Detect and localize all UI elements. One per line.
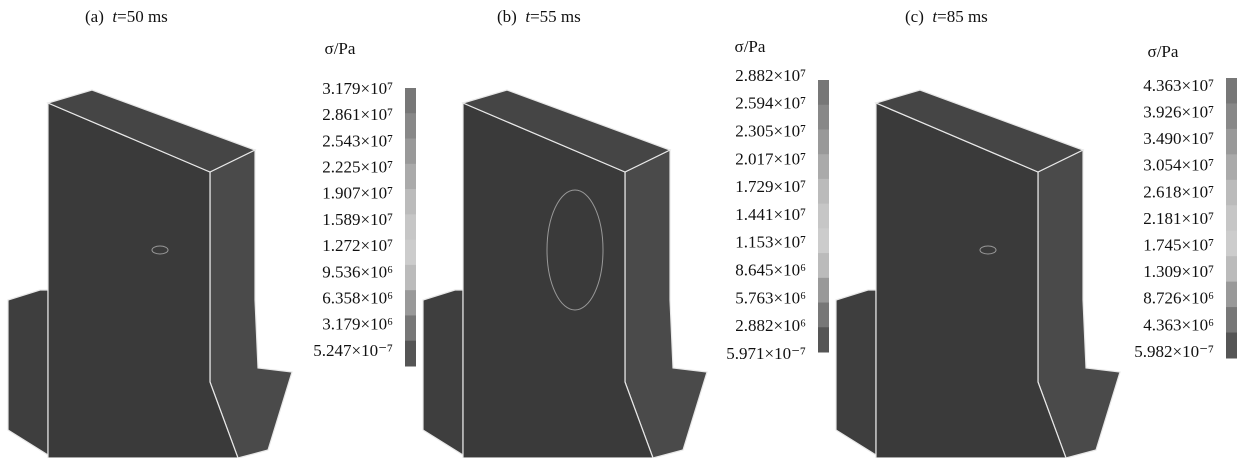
level-label: 4.363×10⁷: [1143, 76, 1214, 95]
level-label: 3.179×10⁶: [322, 315, 393, 334]
colorbar-segment: [405, 189, 416, 215]
colorbar-segment: [818, 327, 829, 353]
colorbar-segment: [1226, 281, 1237, 308]
top-face: [461, 89, 672, 173]
level-label: 4.363×10⁶: [1143, 315, 1214, 334]
panel-caption: (c) t=85 ms: [905, 7, 988, 26]
panel: (a) t=50 ms σ/Pa 3.179×10⁷ 2.861×10⁷ 2.543×1…: [7, 7, 416, 458]
level-label: 1.272×10⁷: [322, 236, 393, 255]
stress-spot: [979, 245, 997, 255]
time-value: =55 ms: [530, 7, 581, 26]
panel-tag: (c): [905, 7, 924, 26]
colorbar-segment: [818, 129, 829, 155]
top-face: [874, 89, 1085, 173]
legend-title: σ/Pa: [735, 37, 766, 56]
side-face: [209, 149, 293, 458]
level-label: 2.882×10⁶: [735, 316, 806, 335]
level-label: 2.594×10⁷: [735, 94, 806, 113]
colorbar-segment: [818, 80, 829, 106]
colorbar-segment: [818, 154, 829, 180]
level-label: 2.181×10⁷: [1143, 209, 1214, 228]
level-label: 1.907×10⁷: [322, 184, 393, 203]
colorbar-segment: [405, 163, 416, 190]
level-label: 2.861×10⁷: [322, 105, 393, 124]
level-label: 5.247×10⁻⁷: [313, 341, 393, 360]
panel: (c) t=85 ms σ/Pa 4.363×10⁷ 3.926×10⁷ 3.490×1…: [835, 7, 1237, 458]
colorbar-segment: [405, 340, 416, 367]
level-label: 1.589×10⁷: [322, 210, 393, 229]
colorbar-segment: [818, 178, 829, 205]
legend-title: σ/Pa: [1148, 42, 1179, 61]
time-value: =50 ms: [117, 7, 168, 26]
top-face: [46, 89, 257, 173]
colorbar-segment: [1226, 230, 1237, 257]
base-slab: [7, 289, 49, 457]
level-label: 1.729×10⁷: [735, 177, 806, 196]
time-value: =85 ms: [937, 7, 988, 26]
time-variable: t: [112, 7, 118, 26]
side-face: [1037, 149, 1121, 458]
colorbar-segment: [818, 104, 829, 130]
colorbar-segment: [1226, 256, 1237, 283]
colorbar-segment: [1226, 179, 1237, 206]
panel: (b) t=55 ms σ/Pa 2.882×10⁷ 2.594×10⁷ 2.305×1…: [422, 7, 829, 458]
level-label: 8.726×10⁶: [1143, 289, 1214, 308]
colorbar-segment: [818, 302, 829, 328]
colorbar-segment: [405, 290, 416, 316]
panel-caption: (a) t=50 ms: [85, 7, 168, 26]
level-label: 8.645×10⁶: [735, 261, 806, 280]
colorbar-segment: [818, 253, 829, 279]
base-slab: [835, 289, 877, 457]
colorbar-segment: [405, 239, 416, 266]
colorbar-segment: [1226, 332, 1237, 359]
panel-caption: (b) t=55 ms: [497, 7, 581, 26]
level-label: 3.179×10⁷: [322, 79, 393, 98]
colorbar-segment: [405, 88, 416, 114]
colorbar-segment: [1226, 103, 1237, 130]
colorbar-segment: [405, 138, 416, 165]
level-label: 6.358×10⁶: [322, 289, 393, 308]
time-variable: t: [932, 7, 938, 26]
colorbar-segment: [818, 228, 829, 254]
colorbar-segment: [405, 214, 416, 241]
level-label: 5.763×10⁶: [735, 288, 806, 307]
level-label: 1.441×10⁷: [735, 205, 806, 224]
panel-tag: (b): [497, 7, 517, 26]
level-label: 2.017×10⁷: [735, 149, 806, 168]
level-label: 3.490×10⁷: [1143, 129, 1214, 148]
level-label: 2.225×10⁷: [322, 158, 393, 177]
time-variable: t: [525, 7, 531, 26]
stress-spot: [151, 245, 169, 255]
level-label: 2.618×10⁷: [1143, 182, 1214, 201]
level-label: 5.971×10⁻⁷: [726, 344, 806, 363]
colorbar-segment: [1226, 205, 1237, 232]
level-label: 3.926×10⁷: [1143, 103, 1214, 122]
colorbar-segment: [405, 264, 416, 291]
colorbar-segment: [818, 203, 829, 229]
level-label: 2.543×10⁷: [322, 131, 393, 150]
level-label: 9.536×10⁶: [322, 262, 393, 281]
colorbar-segment: [1226, 128, 1237, 155]
level-label: 1.309×10⁷: [1143, 262, 1214, 281]
colorbar-segment: [818, 277, 829, 304]
panel-tag: (a): [85, 7, 104, 26]
side-face: [624, 149, 708, 458]
level-label: 2.882×10⁷: [735, 66, 806, 85]
colorbar-segment: [1226, 154, 1237, 181]
colorbar-segment: [1226, 78, 1237, 104]
level-label: 2.305×10⁷: [735, 122, 806, 141]
level-label: 5.982×10⁻⁷: [1134, 342, 1214, 361]
stress-spot: [546, 189, 604, 311]
level-label: 1.745×10⁷: [1143, 236, 1214, 255]
colorbar-segment: [405, 315, 416, 342]
base-slab: [422, 289, 464, 457]
level-label: 3.054×10⁷: [1143, 156, 1214, 175]
legend-title: σ/Pa: [325, 39, 356, 58]
level-label: 1.153×10⁷: [735, 233, 806, 252]
colorbar-segment: [405, 113, 416, 140]
colorbar-segment: [1226, 307, 1237, 334]
